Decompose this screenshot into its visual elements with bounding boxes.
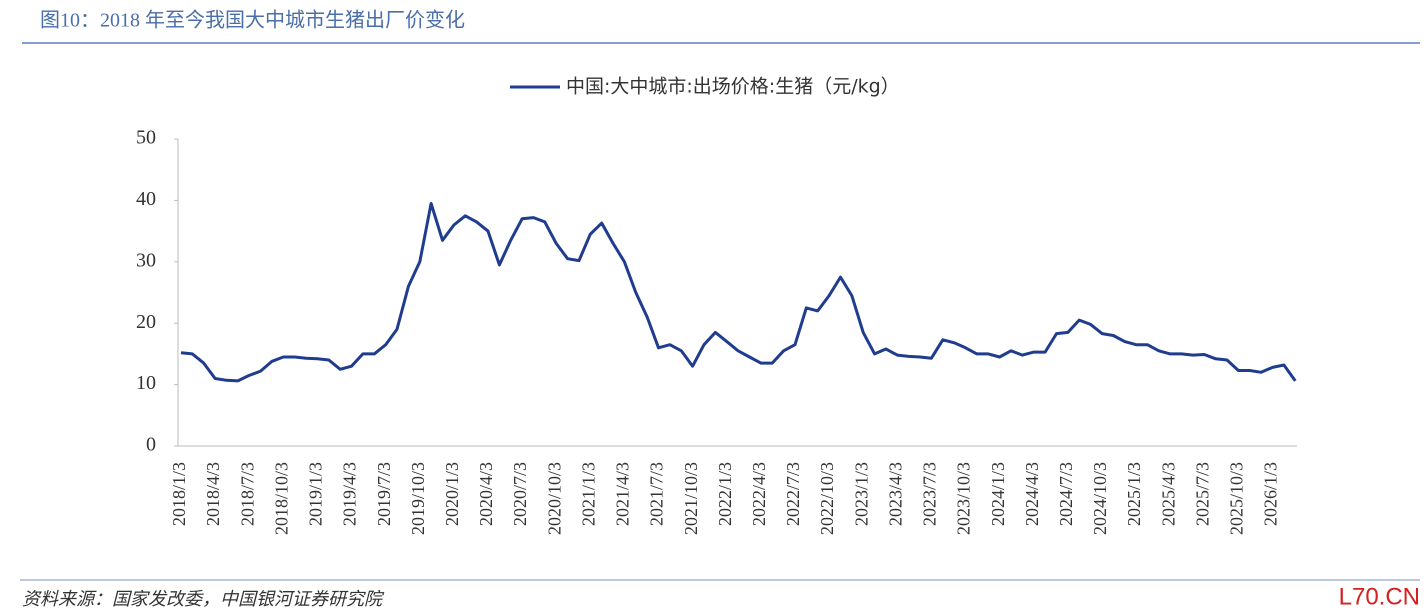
x-tick-label: 2025/7/3: [1192, 462, 1212, 526]
x-tick-label: 2018/4/3: [203, 462, 223, 526]
x-tick-label: 2018/10/3: [271, 462, 291, 535]
x-tick-label: 2019/1/3: [306, 462, 326, 526]
x-tick-label: 2024/1/3: [988, 462, 1008, 526]
x-tick-label: 2026/1/3: [1261, 462, 1281, 526]
x-tick-label: 2020/10/3: [544, 462, 564, 535]
x-tick-label: 2020/1/3: [442, 462, 462, 526]
x-tick-label: 2021/7/3: [647, 462, 667, 526]
x-tick-label: 2025/1/3: [1124, 462, 1144, 526]
chart-title: 图10：2018 年至今我国大中城市生猪出厂价变化: [40, 9, 465, 32]
x-tick-label: 2022/10/3: [817, 462, 837, 535]
y-tick-label: 0: [146, 434, 156, 456]
x-tick-label: 2023/10/3: [954, 462, 974, 535]
x-tick-label: 2022/4/3: [749, 462, 769, 526]
series-line: [180, 202, 1297, 383]
x-tick-label: 2020/7/3: [510, 462, 530, 526]
y-tick-label: 20: [136, 311, 156, 333]
watermark: L70.CN: [1339, 583, 1420, 610]
x-tick-label: 2024/4/3: [1022, 462, 1042, 526]
x-tick-label: 2024/10/3: [1090, 462, 1110, 535]
x-tick-label: 2023/4/3: [885, 462, 905, 526]
x-tick-label: 2019/4/3: [340, 462, 360, 526]
y-tick-label: 30: [136, 249, 156, 271]
source-note: 资料来源：国家发改委，中国银河证券研究院: [22, 589, 385, 609]
legend-label: 中国:大中城市:出场价格:生猪（元/kg）: [566, 76, 900, 98]
x-tick-label: 2018/7/3: [237, 462, 257, 526]
y-tick-label: 50: [136, 127, 156, 149]
x-tick-label: 2023/7/3: [920, 462, 940, 526]
x-tick-label: 2023/1/3: [851, 462, 871, 526]
x-tick-label: 2025/4/3: [1158, 462, 1178, 526]
y-tick-label: 40: [136, 188, 156, 210]
x-tick-label: 2019/10/3: [408, 462, 428, 535]
x-tick-label: 2022/7/3: [783, 462, 803, 526]
x-tick-label: 2020/4/3: [476, 462, 496, 526]
x-tick-label: 2024/7/3: [1056, 462, 1076, 526]
x-tick-label: 2018/1/3: [169, 462, 189, 526]
y-tick-label: 10: [136, 372, 156, 394]
x-tick-label: 2021/1/3: [578, 462, 598, 526]
x-tick-label: 2021/10/3: [681, 462, 701, 535]
x-tick-label: 2019/7/3: [374, 462, 394, 526]
x-tick-label: 2025/10/3: [1227, 462, 1247, 535]
x-tick-label: 2021/4/3: [613, 462, 633, 526]
x-tick-label: 2022/1/3: [715, 462, 735, 526]
